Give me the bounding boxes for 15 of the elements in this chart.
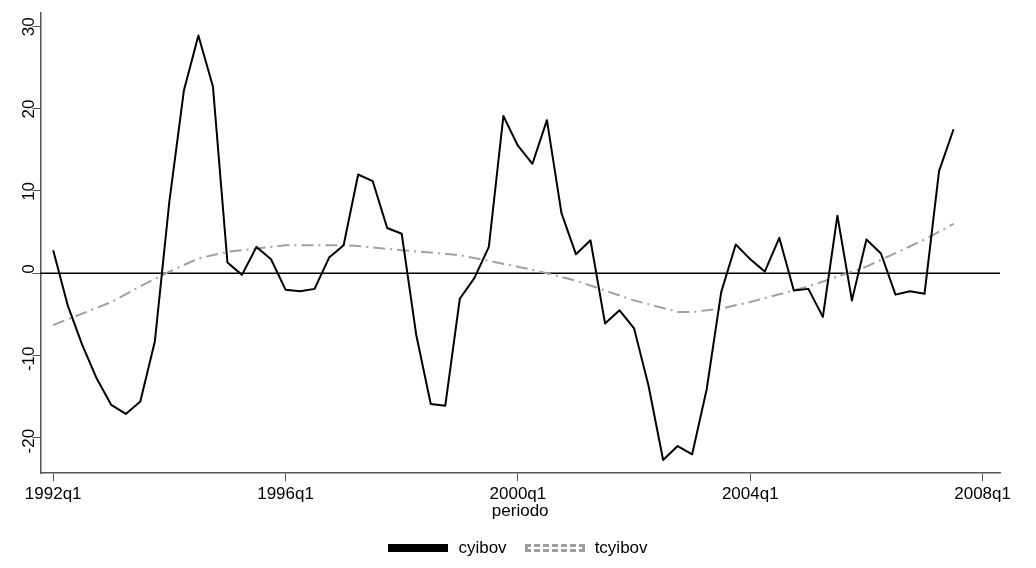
legend-label: tcyibov <box>594 538 648 558</box>
x-tick-label: 2008q1 <box>954 484 1011 504</box>
y-tick-label: -20 <box>19 428 39 454</box>
x-tick-label: 1992q1 <box>24 484 82 504</box>
x-tick-label: 2004q1 <box>721 484 779 504</box>
x-tick-label: 1996q1 <box>257 484 314 504</box>
y-tick-label: 20 <box>19 99 39 119</box>
line-series <box>52 222 955 327</box>
y-tick-label: 10 <box>19 181 39 201</box>
legend-label: cyibov <box>458 538 507 558</box>
y-tick-label: -10 <box>19 346 39 372</box>
x-tick-label: 2000q1 <box>489 484 547 504</box>
y-tick-label: 30 <box>19 17 39 37</box>
y-tick-label: 0 <box>19 264 39 274</box>
x-axis-title: periodo <box>491 501 549 521</box>
